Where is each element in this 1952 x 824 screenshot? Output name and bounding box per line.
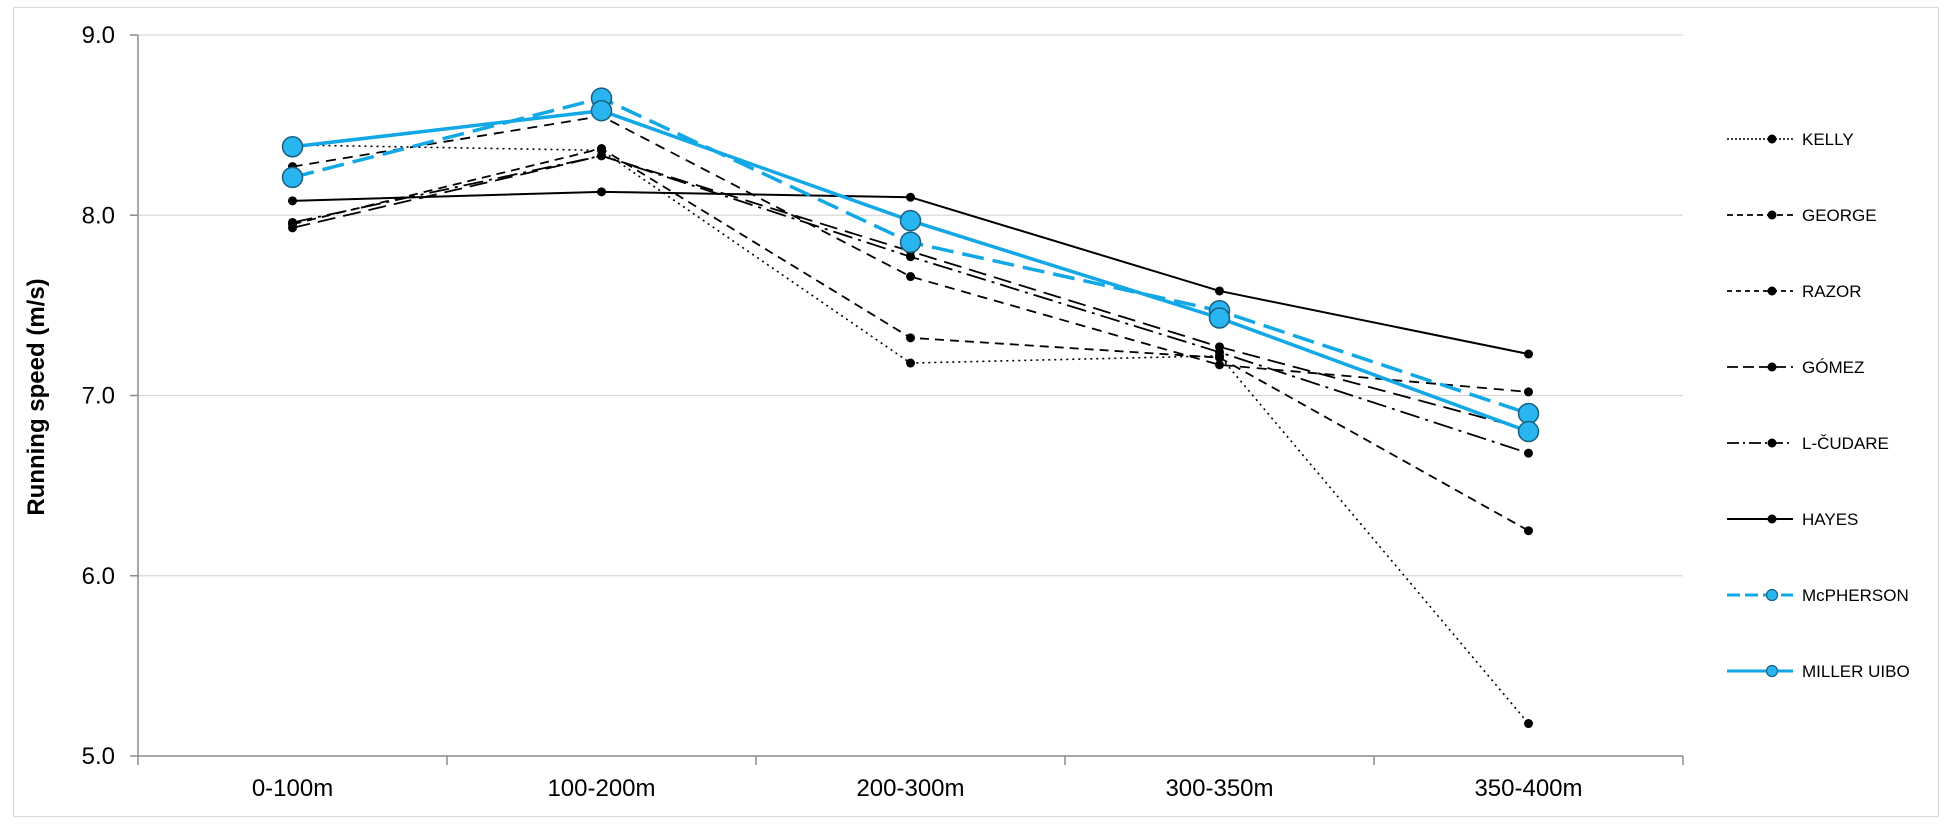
- axes: [137, 35, 1683, 757]
- chart-frame: [13, 7, 1939, 817]
- legend-label: GEORGE: [1802, 206, 1877, 225]
- legend-marker: [1767, 438, 1777, 448]
- series-line: [292, 115, 1529, 393]
- data-point: [906, 252, 915, 262]
- data-point: [1215, 347, 1224, 357]
- data-point: [899, 209, 922, 232]
- legend-label: McPHERSON: [1802, 586, 1909, 605]
- legend-label: GÓMEZ: [1802, 358, 1864, 377]
- y-tick-label: 5.0: [82, 743, 115, 770]
- legend-label: MILLER UIBO: [1802, 662, 1910, 681]
- legend-marker: [1767, 210, 1777, 220]
- series-hayes: [288, 187, 1533, 359]
- legend-label: HAYES: [1802, 510, 1858, 529]
- data-point: [288, 217, 297, 227]
- legend-marker: [1767, 134, 1777, 144]
- series-razor: [288, 144, 1533, 536]
- data-point: [597, 187, 606, 197]
- data-point: [1524, 526, 1533, 536]
- series-l-udare: [288, 151, 1533, 458]
- y-tick-labels: 5.0 6.0 7.0 8.0 9.0: [82, 22, 115, 770]
- series-miller-uibo: [281, 99, 1540, 443]
- gridlines: [130, 34, 1684, 765]
- y-axis-title: Running speed (m/s): [23, 278, 50, 515]
- data-point: [1517, 420, 1540, 443]
- x-tick-label: 0-100m: [252, 775, 333, 802]
- data-point: [1524, 719, 1533, 729]
- legend-entry: GÓMEZ: [1727, 358, 1864, 377]
- legend: KELLY GEORGE RAZOR GÓMEZ L-ČUDARE HAYES McPHER…: [1727, 130, 1910, 681]
- legend-marker: [1767, 514, 1777, 524]
- legend-entry: L-ČUDARE: [1727, 434, 1889, 453]
- legend-entry: McPHERSON: [1727, 586, 1909, 605]
- data-point: [281, 136, 304, 158]
- x-tick-labels: 0-100m 100-200m 200-300m 300-350m 350-400m: [252, 775, 1583, 802]
- series-layer: [281, 87, 1540, 729]
- data-point: [906, 333, 915, 343]
- y-tick-label: 6.0: [82, 563, 115, 590]
- x-tick-label: 100-200m: [547, 775, 655, 802]
- legend-entry: GEORGE: [1727, 206, 1877, 225]
- data-point: [1208, 307, 1231, 329]
- data-point: [597, 144, 606, 154]
- data-point: [1524, 349, 1533, 359]
- data-point: [906, 192, 915, 202]
- legend-label: RAZOR: [1802, 282, 1862, 301]
- data-point: [288, 196, 297, 206]
- x-tick-label: 300-350m: [1165, 775, 1273, 802]
- legend-entry: KELLY: [1727, 130, 1854, 149]
- legend-marker: [1767, 286, 1777, 296]
- y-tick-label: 9.0: [82, 22, 115, 49]
- data-point: [1215, 360, 1224, 370]
- x-tick-label: 200-300m: [856, 775, 964, 802]
- data-point: [906, 358, 915, 368]
- legend-entry: MILLER UIBO: [1727, 662, 1910, 681]
- data-point: [590, 99, 613, 122]
- data-point: [899, 231, 922, 254]
- data-point: [906, 272, 915, 282]
- legend-marker: [1767, 362, 1777, 372]
- x-tick-label: 350-400m: [1474, 775, 1582, 802]
- legend-label: KELLY: [1802, 130, 1854, 149]
- data-point: [1517, 402, 1540, 425]
- data-point: [1524, 387, 1533, 397]
- legend-marker: [1765, 588, 1779, 602]
- legend-label: L-ČUDARE: [1802, 434, 1889, 453]
- legend-entry: RAZOR: [1727, 282, 1862, 301]
- series-line: [292, 108, 1530, 434]
- data-point: [281, 166, 304, 189]
- data-point: [1524, 448, 1533, 458]
- data-point: [597, 151, 606, 161]
- legend-entry: HAYES: [1727, 510, 1858, 529]
- y-tick-label: 8.0: [82, 202, 115, 229]
- legend-marker: [1765, 664, 1779, 678]
- y-tick-label: 7.0: [82, 383, 115, 410]
- data-point: [1215, 286, 1224, 296]
